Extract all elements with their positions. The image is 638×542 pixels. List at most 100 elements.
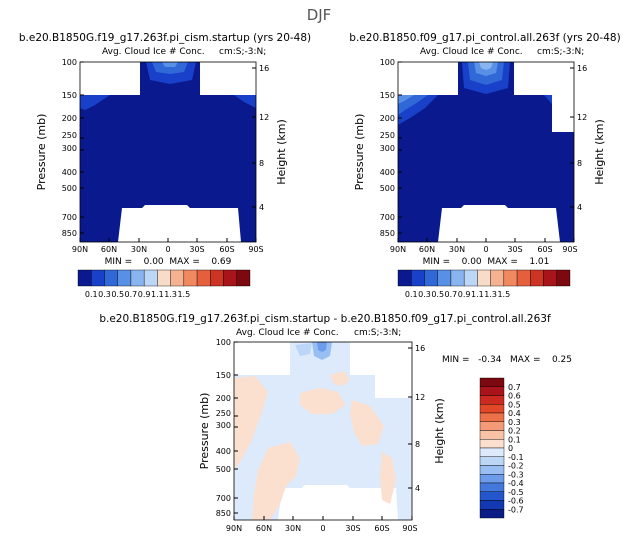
y-tick-label: 700 [380,213,395,222]
colorbar-label: 0.3 [508,418,521,427]
ice-level-band [152,62,188,74]
y2-tick: 4 [570,203,582,212]
panel-region: cm:S;-3:N; [354,328,401,338]
y-tick-label: 200 [380,114,395,123]
x-ticks: 90N 60N 30N 0 30S 60S 90S [72,238,264,254]
colorbar-swatch [479,430,505,440]
y-tick-label: 500 [62,184,77,193]
diff-negative-region [317,342,327,352]
y-tick: 150 [216,371,238,380]
y2-tick-label: 12 [577,113,587,122]
colorbar-swatch [117,269,132,287]
colorbar: 0.1 0.3 0.5 0.7 0.9 1.1 1.3 1.5 [77,269,251,299]
diff-positive-region [300,388,345,414]
y-tick-label: 700 [62,213,77,222]
y-tick: 200 [62,114,84,123]
colorbar-label: 1.3 [164,290,177,299]
y-tick: 400 [62,168,84,177]
x-tick-label: 30N [285,524,301,533]
y-axis-label: Pressure (mb) [353,114,366,191]
colorbar-label: 0.7 [125,290,138,299]
colorbar-label: 0.3 [418,290,431,299]
x-tick: 30S [345,516,361,533]
colorbar-swatch [130,269,145,287]
y-tick: 400 [216,447,238,456]
y2-tick: 4 [408,484,420,493]
y-tick-label: 400 [216,447,231,456]
y-tick: 300 [62,144,84,153]
y-tick: 250 [380,131,402,140]
colorbar-swatch [543,269,557,287]
colorbar-label: 0.1 [405,290,418,299]
diff-positive-region [252,442,300,520]
panel-cism: b.e20.B1850G.f19_g17.263f.pi_cism.startu… [19,32,311,299]
x-tick: 30S [507,238,523,254]
y-tick-label: 250 [62,131,77,140]
colorbar-swatch [479,404,505,414]
y2-tick-label: 4 [577,203,582,212]
colorbar-label: 1.5 [177,290,190,299]
y-tick: 500 [380,184,402,193]
colorbar-label: -0.6 [508,497,524,506]
x-tick-label: 90N [390,245,406,254]
y-tick-label: 150 [380,91,395,100]
y2-tick-label: 8 [259,159,264,168]
colorbar-swatch [437,269,452,287]
ice-level-band [234,95,256,108]
y-tick-label: 200 [62,114,77,123]
colorbar-swatch [411,269,425,287]
colorbar-swatch [479,386,505,396]
x-tick: 90S [402,516,418,533]
y2-tick: 8 [570,159,582,168]
y-tick-label: 300 [216,421,231,430]
y-tick: 150 [62,91,84,100]
colorbar-label: 1.1 [471,290,484,299]
y-tick: 150 [380,91,402,100]
y-tick-label: 100 [62,58,77,67]
colorbar-label: 1.5 [497,290,510,299]
x-tick-label: 60S [537,245,552,254]
y2-axis-label: Height (km) [433,398,446,464]
stats-text: MIN = -0.34 MAX = 0.25 [442,355,572,365]
colorbar-swatch [236,269,251,287]
x-tick: 30N [449,238,465,254]
y-ticks: 100 150 200 250 300 400 500 700 850 [380,58,402,238]
colorbar-label: 0.4 [508,409,521,418]
colorbar-swatch [503,269,518,287]
panel-title: b.e20.B1850G.f19_g17.263f.pi_cism.startu… [19,32,311,44]
y2-tick: 4 [252,203,264,212]
panel-title: b.e20.B1850.f09_g17.pi_control.all.263f … [349,32,620,44]
ice-level-band [80,95,110,110]
x-tick-label: 60S [374,524,389,533]
panel-subtitle: Avg. Cloud Ice # Conc. [236,328,339,338]
x-tick-label: 30S [507,245,522,254]
x-tick: 60N [101,238,117,254]
colorbar-swatch [397,269,412,287]
colorbar-swatch [77,269,92,287]
y-tick: 300 [216,421,238,430]
diff-positive-region [350,400,384,446]
y-tick-label: 850 [216,509,231,518]
colorbar-label: 0.7 [445,290,458,299]
colorbar-swatch [196,269,211,287]
y-tick: 500 [216,465,238,474]
y2-tick-label: 16 [259,64,269,73]
y2-tick: 12 [570,113,587,122]
x-tick: 60N [419,238,435,254]
y-tick-label: 400 [380,168,395,177]
colorbar-swatch [210,269,224,287]
colorbar-swatch [463,269,478,287]
colorbar: 0.1 0.3 0.5 0.7 0.9 1.1 1.3 1.5 [397,269,571,299]
colorbar-swatch [479,491,505,501]
x-ticks: 90N 60N 30N 0 30S 60S 90S [390,238,578,254]
y2-tick-label: 4 [259,203,264,212]
diff-negative-region [295,343,312,356]
colorbar-swatch [223,269,237,287]
y2-ticks: 16 12 8 4 [570,64,587,212]
x-tick-label: 60N [101,245,117,254]
y-tick-label: 850 [380,229,395,238]
x-tick-label: 30N [449,245,465,254]
x-tick: 90N [72,238,88,254]
y-tick: 500 [62,184,84,193]
colorbar-swatch [183,269,198,287]
